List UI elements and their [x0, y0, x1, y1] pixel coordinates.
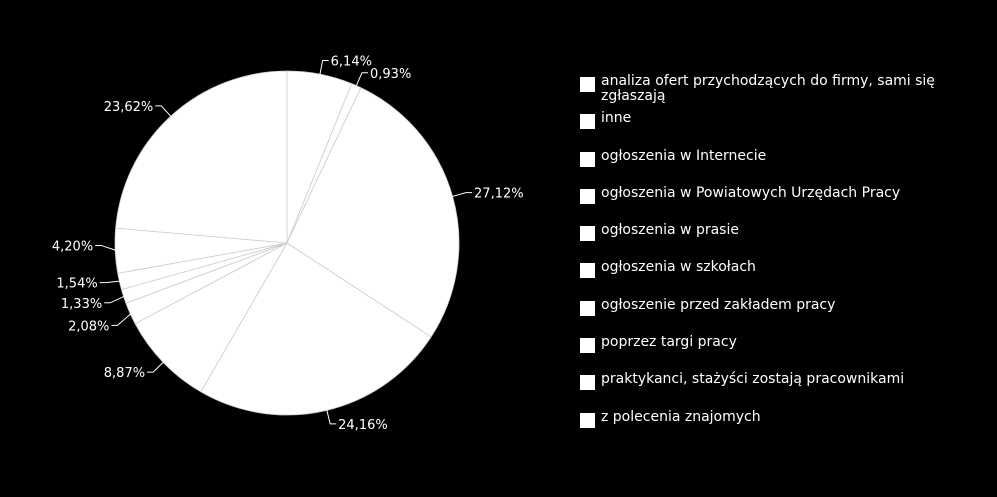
pie-leader-line [111, 312, 133, 326]
legend-swatch [580, 263, 595, 279]
pie-slices [114, 70, 460, 416]
pie-leader-line [99, 280, 122, 284]
pie-leader-line [355, 72, 369, 88]
legend-item: ogłoszenie przed zakładem pracy [580, 296, 980, 333]
pie-data-label: 23,62% [104, 100, 154, 115]
legend-item: analiza ofert przychodzących do firmy, s… [580, 72, 980, 109]
pie-data-label: 4,20% [52, 239, 93, 254]
legend-swatch [580, 77, 595, 92]
legend-item: ogłoszenia w Internecie [580, 147, 980, 184]
legend-swatch [580, 151, 595, 167]
legend-item: ogłoszenia w Powiatowych Urzędach Pracy [580, 184, 980, 221]
pie-leader-line [155, 105, 173, 119]
legend-label: z polecenia znajomych [601, 408, 761, 425]
legend-label: ogłoszenia w szkołach [601, 259, 756, 276]
pie-slice [115, 70, 288, 244]
legend-item: inne [580, 109, 980, 146]
legend-swatch [580, 300, 595, 316]
legend-swatch [580, 226, 595, 242]
pie-data-label: 1,33% [61, 297, 102, 312]
pie-data-label: 8,87% [104, 366, 145, 381]
pie-labels: 6,14%0,93% 27,12% 24,16% 8,87% 2,08% 1,33% 1,5… [52, 54, 524, 432]
pie-leader-line [319, 59, 329, 77]
legend-swatch [580, 412, 595, 428]
legend: analiza ofert przychodzących do firmy, s… [580, 72, 980, 445]
legend-item: z polecenia znajomych [580, 408, 980, 445]
pie-data-label: 1,54% [56, 277, 97, 292]
legend-swatch [580, 114, 595, 130]
legend-label: praktykanci, stażyści zostają pracownika… [601, 371, 905, 388]
pie-leader-line [325, 408, 337, 425]
pie-data-label: 24,16% [338, 418, 388, 433]
legend-swatch [580, 338, 595, 354]
legend-label: ogłoszenia w prasie [601, 222, 739, 239]
pie-leader-line [95, 244, 118, 252]
pie-leader-line [147, 360, 165, 373]
legend-label: ogłoszenia w Internecie [601, 147, 767, 164]
legend-swatch [580, 375, 595, 391]
legend-label: ogłoszenie przed zakładem pracy [601, 296, 836, 313]
pie-data-label: 2,08% [68, 319, 109, 334]
legend-label: inne [601, 110, 632, 127]
legend-item: ogłoszenia w prasie [580, 221, 980, 258]
pie-leader-line [450, 192, 473, 198]
legend-item: poprzez targi pracy [580, 333, 980, 370]
legend-item: ogłoszenia w szkołach [580, 258, 980, 295]
legend-label: poprzez targi pracy [601, 334, 737, 351]
legend-label: analiza ofert przychodzących do firmy, s… [601, 73, 935, 104]
pie-data-label: 0,93% [370, 67, 411, 82]
legend-label: ogłoszenia w Powiatowych Urzędach Pracy [601, 184, 901, 201]
legend-swatch [580, 188, 595, 204]
pie-data-label: 27,12% [474, 187, 524, 202]
pie-data-label: 6,14% [331, 54, 372, 69]
pie-leader-line [104, 295, 126, 304]
legend-item: praktykanci, stażyści zostają pracownika… [580, 370, 980, 407]
